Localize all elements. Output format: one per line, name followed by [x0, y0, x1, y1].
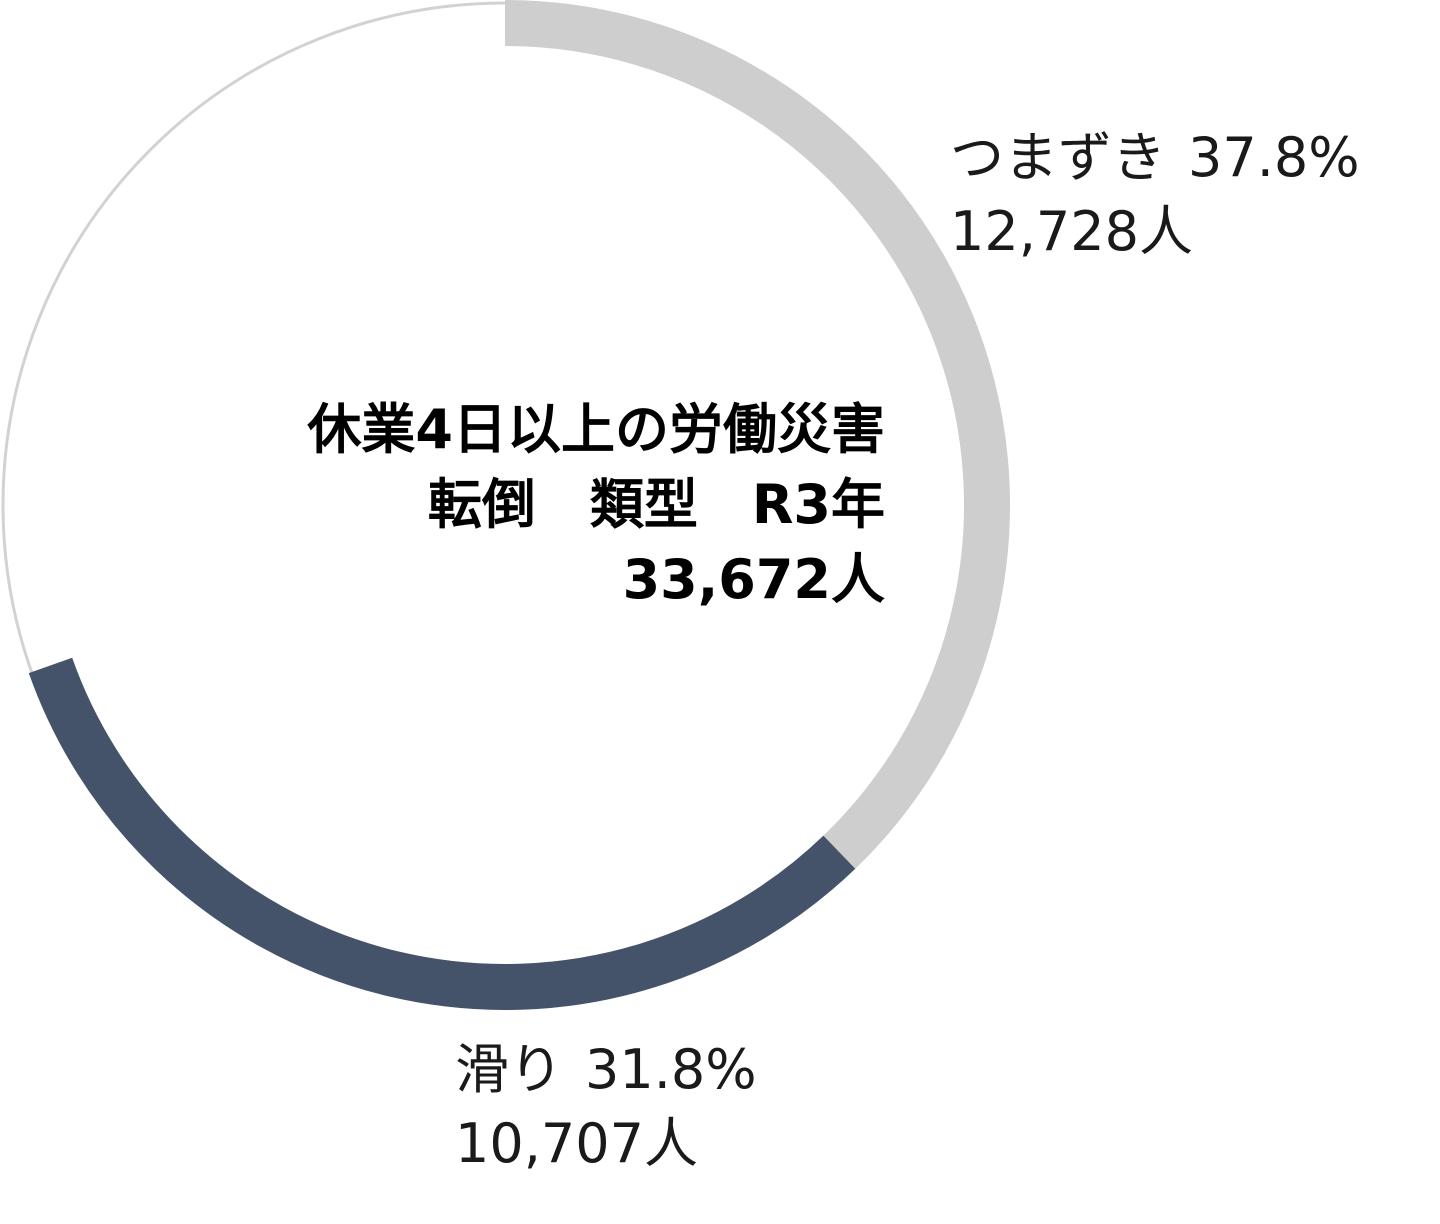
segment — [28, 657, 856, 1010]
category-label: 滑り — [455, 1038, 563, 1101]
segment-label: 滑り 31.8% — [455, 1038, 757, 1101]
value-label: 31.8% — [585, 1038, 757, 1101]
value-label: 37.8% — [1188, 126, 1360, 189]
segments — [28, 0, 1010, 1010]
title-line: 転倒 類型 R3年 — [428, 473, 885, 536]
segment — [504, 0, 1010, 869]
title-line: 33,672人 — [623, 548, 885, 611]
title-line: 休業4日以上の労働災害 — [306, 398, 885, 461]
count-label: 10,707人 — [455, 1112, 698, 1175]
segment-label: つまずき 37.8% — [950, 126, 1360, 189]
count-label: 12,728人 — [950, 200, 1193, 263]
category-label: つまずき — [950, 126, 1166, 189]
